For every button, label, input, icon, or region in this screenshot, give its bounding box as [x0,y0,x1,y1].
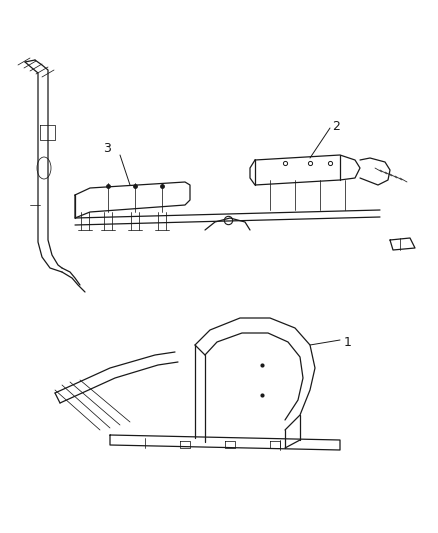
Text: 1: 1 [344,335,352,349]
Text: 2: 2 [332,119,340,133]
Text: 3: 3 [103,141,111,155]
